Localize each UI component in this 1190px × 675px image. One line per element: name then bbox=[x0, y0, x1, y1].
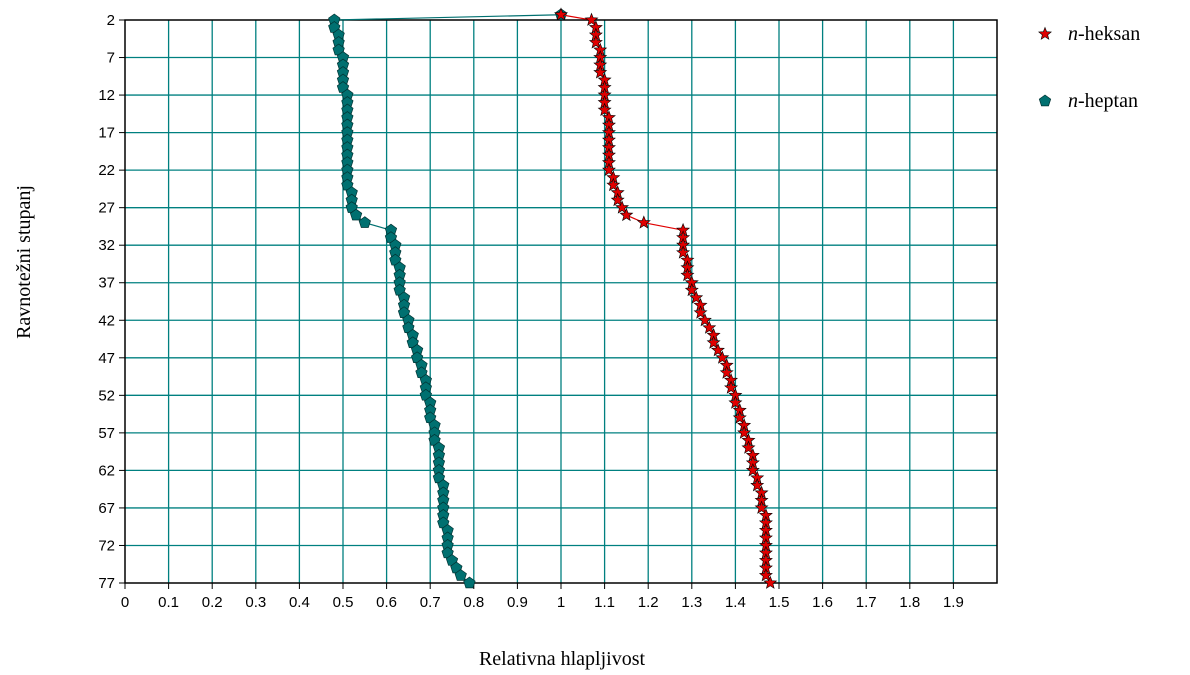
x-tick-label: 0.8 bbox=[463, 594, 484, 611]
x-tick-label: 0.3 bbox=[245, 594, 266, 611]
data-point bbox=[758, 568, 773, 582]
data-point bbox=[554, 7, 568, 21]
x-tick-label: 1.5 bbox=[769, 594, 790, 611]
y-tick-label: 62 bbox=[98, 462, 115, 479]
data-point bbox=[689, 290, 704, 304]
data-point bbox=[358, 216, 371, 228]
y-axis-title: Ravnotežni stupanj bbox=[13, 185, 35, 339]
svg-text:n-heptan: n-heptan bbox=[1068, 90, 1138, 112]
x-tick-label: 1 bbox=[557, 594, 565, 611]
data-point bbox=[619, 207, 634, 222]
legend-star-shape bbox=[1038, 26, 1052, 40]
data-point bbox=[680, 267, 695, 282]
data-point bbox=[615, 200, 630, 214]
data-point bbox=[763, 575, 778, 589]
data-point bbox=[715, 350, 730, 364]
data-point bbox=[737, 425, 752, 439]
data-point bbox=[706, 335, 721, 349]
data-point bbox=[697, 312, 712, 327]
data-point bbox=[584, 12, 599, 26]
data-point bbox=[724, 380, 739, 394]
x-tick-label: 0.7 bbox=[420, 594, 441, 611]
y-tick-label: 22 bbox=[98, 162, 115, 179]
y-tick-label: 57 bbox=[98, 425, 115, 442]
x-axis-ticks: 0 0.1 0.2 0.3 0.4 0.5 0.6 0.7 0.8 0.9 1 1.1 1.2 1.3 1.… bbox=[121, 583, 964, 611]
x-tick-label: 1.2 bbox=[638, 594, 659, 611]
legend-label-heptan: -heptan bbox=[1078, 90, 1138, 112]
data-point bbox=[463, 576, 476, 589]
series bbox=[328, 7, 778, 589]
data-point bbox=[710, 342, 725, 357]
x-tick-label: 0.1 bbox=[158, 594, 179, 611]
data-point bbox=[636, 215, 651, 229]
y-tick-label: 17 bbox=[98, 125, 115, 142]
x-tick-label: 1.3 bbox=[681, 594, 702, 611]
legend-label-heptan-prefix: n bbox=[1068, 90, 1078, 112]
x-tick-label: 0.5 bbox=[333, 594, 354, 611]
data-point bbox=[684, 282, 699, 297]
data-point bbox=[349, 208, 363, 221]
x-tick-label: 0.2 bbox=[202, 594, 223, 611]
x-tick-label: 0 bbox=[121, 594, 129, 611]
legend-marker-star-icon bbox=[1038, 26, 1052, 40]
x-tick-label: 1.4 bbox=[725, 594, 746, 611]
series-line bbox=[560, 14, 771, 584]
x-tick-label: 0.9 bbox=[507, 594, 528, 611]
data-point bbox=[593, 65, 608, 79]
data-point bbox=[606, 177, 621, 192]
legend-marker-pentagon-icon bbox=[1038, 94, 1052, 107]
grid bbox=[125, 20, 997, 583]
x-tick-label: 0.6 bbox=[376, 594, 397, 611]
data-point bbox=[601, 162, 616, 177]
x-axis-title: Relativna hlapljivost bbox=[479, 648, 646, 670]
y-tick-label: 47 bbox=[98, 350, 115, 367]
legend-item-heksan: n-heksan bbox=[1038, 23, 1140, 45]
data-point bbox=[719, 365, 734, 379]
y-tick-label: 32 bbox=[98, 237, 115, 254]
data-point bbox=[454, 569, 467, 581]
y-tick-label: 37 bbox=[98, 275, 115, 292]
y-tick-label: 27 bbox=[98, 200, 115, 217]
series-heptan bbox=[328, 8, 568, 589]
x-tick-label: 1.9 bbox=[943, 594, 964, 611]
svg-text:n-heksan: n-heksan bbox=[1068, 23, 1140, 45]
data-point bbox=[745, 463, 760, 477]
y-tick-label: 12 bbox=[98, 87, 115, 104]
data-point bbox=[702, 320, 717, 334]
y-tick-label: 67 bbox=[98, 500, 115, 517]
y-tick-label: 2 bbox=[107, 12, 115, 29]
x-tick-label: 1.1 bbox=[594, 594, 615, 611]
y-tick-label: 72 bbox=[98, 537, 115, 554]
data-point bbox=[741, 440, 756, 454]
x-tick-label: 1.6 bbox=[812, 594, 833, 611]
legend-pentagon-shape bbox=[1038, 94, 1052, 107]
series-heksan bbox=[554, 7, 778, 589]
legend-item-heptan: n-heptan bbox=[1038, 90, 1138, 112]
x-tick-label: 1.7 bbox=[856, 594, 877, 611]
data-point bbox=[750, 478, 765, 492]
data-point bbox=[693, 305, 708, 319]
y-tick-label: 52 bbox=[98, 387, 115, 404]
legend-label-heksan-prefix: n bbox=[1068, 23, 1078, 45]
data-point bbox=[728, 395, 743, 409]
data-point bbox=[597, 102, 612, 117]
legend-label-heksan: -heksan bbox=[1078, 23, 1140, 45]
y-tick-label: 42 bbox=[98, 312, 115, 329]
data-point bbox=[588, 35, 603, 49]
x-tick-label: 0.4 bbox=[289, 594, 310, 611]
legend: n-heksan n-heptan bbox=[1038, 23, 1140, 112]
data-point bbox=[610, 192, 625, 207]
data-point bbox=[732, 410, 747, 424]
data-point bbox=[754, 500, 769, 514]
y-tick-label: 77 bbox=[98, 575, 115, 592]
y-tick-label: 7 bbox=[107, 50, 115, 67]
data-point bbox=[676, 245, 691, 259]
x-tick-label: 1.8 bbox=[899, 594, 920, 611]
